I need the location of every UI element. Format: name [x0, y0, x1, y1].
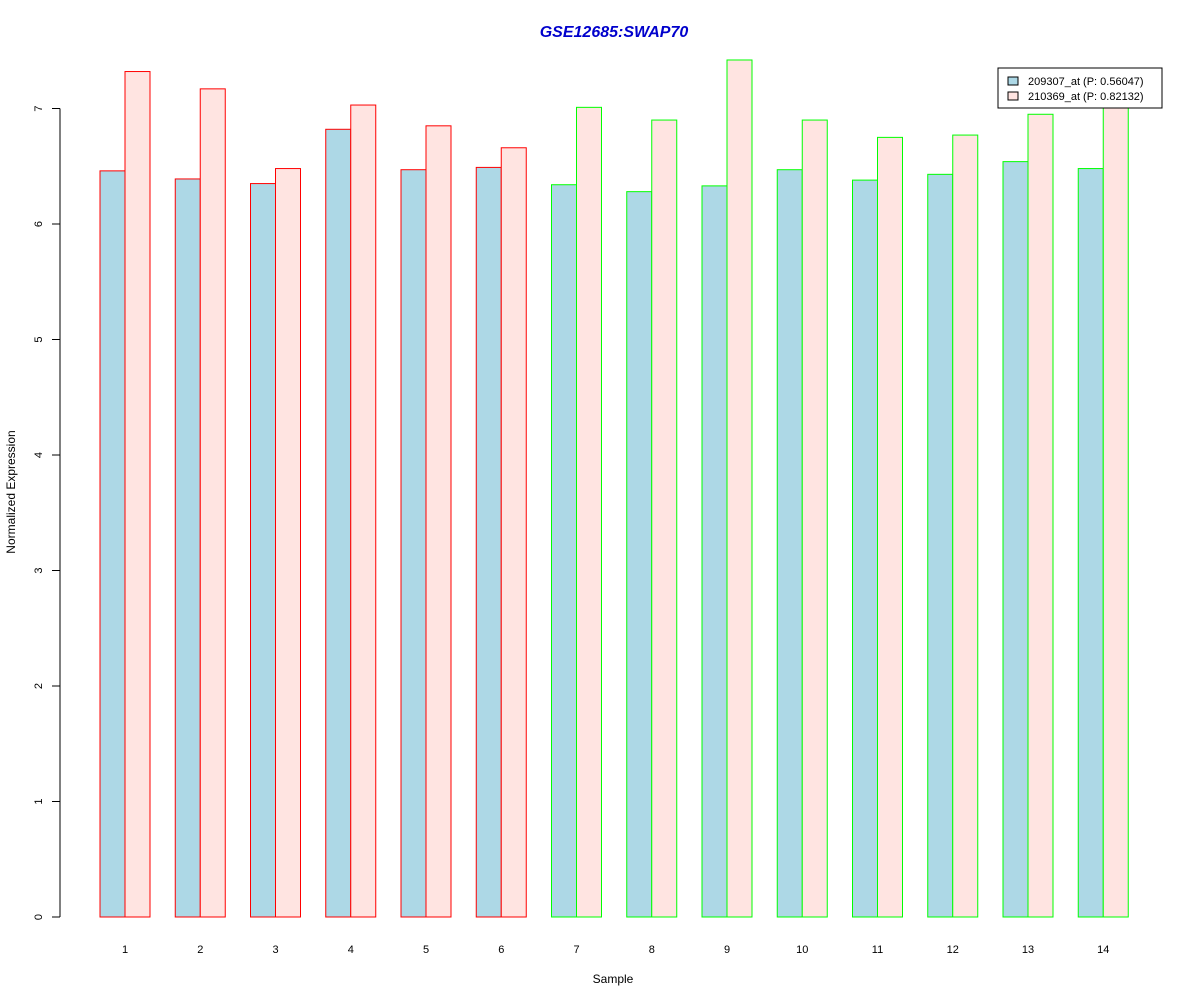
bars-layer — [99, 59, 1129, 918]
x-tick-label: 13 — [1022, 944, 1034, 956]
bar-sample-10-series-1 — [776, 169, 803, 918]
bar-sample-4-series-2 — [350, 104, 377, 918]
x-tick-label: 9 — [724, 944, 730, 956]
chart-title: GSE12685:SWAP70 — [540, 24, 689, 41]
bar-sample-9-series-2 — [726, 59, 753, 918]
legend-swatch-210369 — [1007, 91, 1019, 101]
bar-sample-6-series-1 — [475, 166, 502, 918]
x-tick-label: 12 — [947, 944, 959, 956]
y-tick-label: 6 — [33, 221, 45, 227]
y-axis: 0 1 2 3 4 5 6 7 — [33, 105, 61, 920]
x-axis-label: Sample — [593, 972, 634, 986]
bar-sample-14-series-1 — [1077, 168, 1104, 918]
bar-sample-2-series-1 — [174, 178, 201, 918]
x-tick-label: 3 — [272, 944, 278, 956]
bar-sample-11-series-1 — [852, 179, 878, 918]
x-tick-label: 10 — [796, 944, 808, 956]
bar-sample-14-series-2 — [1102, 102, 1129, 918]
bar-sample-2-series-2 — [199, 88, 226, 918]
y-tick-label: 4 — [33, 452, 45, 458]
bar-sample-1-series-1 — [99, 170, 126, 918]
x-tick-label: 8 — [649, 944, 655, 956]
y-tick-label: 0 — [33, 914, 45, 920]
y-tick-label: 2 — [33, 683, 45, 689]
legend: 209307_at (P: 0.56047) 210369_at (P: 0.8… — [997, 67, 1163, 109]
bar-sample-9-series-1 — [701, 185, 728, 918]
bar-sample-3-series-1 — [250, 183, 276, 918]
bar-sample-4-series-1 — [325, 128, 352, 918]
y-tick-label: 7 — [33, 105, 45, 111]
x-tick-label: 11 — [872, 944, 883, 956]
x-tick-labels: 1 2 3 4 5 6 7 8 9 10 11 12 13 14 — [122, 944, 1109, 956]
bar-sample-5-series-2 — [425, 125, 452, 918]
x-tick-label: 4 — [348, 944, 354, 956]
y-axis-label: Normalized Expression — [4, 430, 18, 553]
bar-sample-10-series-2 — [801, 119, 828, 918]
bar-sample-7-series-1 — [551, 184, 577, 918]
bar-sample-8-series-2 — [651, 119, 678, 918]
bar-sample-13-series-2 — [1027, 113, 1054, 918]
legend-entry-209307: 209307_at (P: 0.56047) — [1028, 76, 1144, 88]
x-tick-label: 7 — [573, 944, 579, 956]
legend-entry-210369: 210369_at (P: 0.82132) — [1028, 91, 1144, 103]
bar-sample-8-series-1 — [626, 191, 653, 918]
y-tick-label: 1 — [33, 798, 45, 804]
legend-swatch-209307 — [1007, 76, 1019, 86]
bar-sample-12-series-2 — [952, 134, 979, 918]
legend-box — [997, 67, 1163, 109]
bar-sample-13-series-1 — [1002, 161, 1029, 918]
x-tick-label: 5 — [423, 944, 429, 956]
y-ticks: 0 1 2 3 4 5 6 7 — [33, 105, 60, 920]
bar-sample-11-series-2 — [877, 136, 903, 918]
bar-sample-6-series-2 — [500, 147, 527, 918]
bar-sample-12-series-1 — [927, 173, 954, 918]
bar-sample-7-series-2 — [576, 106, 602, 918]
bar-sample-1-series-2 — [124, 71, 151, 918]
bar-sample-5-series-1 — [400, 169, 427, 918]
x-tick-label: 14 — [1097, 944, 1109, 956]
y-tick-label: 3 — [33, 567, 45, 573]
y-tick-label: 5 — [33, 336, 45, 342]
x-tick-label: 6 — [498, 944, 504, 956]
x-tick-label: 1 — [122, 944, 128, 956]
bar-sample-3-series-2 — [275, 168, 301, 918]
x-tick-label: 2 — [197, 944, 203, 956]
